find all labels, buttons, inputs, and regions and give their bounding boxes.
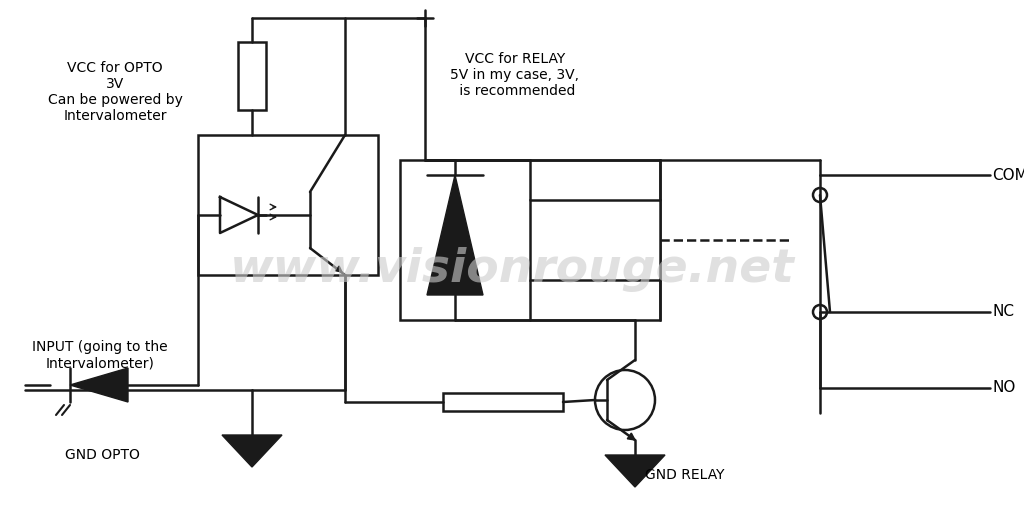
Text: VCC for OPTO
3V
Can be powered by
Intervalometer: VCC for OPTO 3V Can be powered by Interv… bbox=[47, 61, 182, 123]
Polygon shape bbox=[427, 175, 483, 295]
Text: VCC for RELAY
5V in my case, 3V,
 is recommended: VCC for RELAY 5V in my case, 3V, is reco… bbox=[451, 52, 580, 98]
Polygon shape bbox=[222, 435, 282, 467]
Text: www.visionrouge.net: www.visionrouge.net bbox=[229, 248, 795, 293]
Text: GND OPTO: GND OPTO bbox=[65, 448, 140, 462]
Bar bbox=[443, 393, 563, 411]
Circle shape bbox=[595, 370, 655, 430]
Text: INPUT (going to the
Intervalometer): INPUT (going to the Intervalometer) bbox=[32, 340, 168, 370]
Bar bbox=[530, 200, 660, 280]
Text: GND RELAY: GND RELAY bbox=[645, 468, 725, 482]
Text: NC: NC bbox=[992, 305, 1014, 320]
Bar bbox=[198, 135, 378, 275]
Circle shape bbox=[813, 188, 827, 202]
Text: COM: COM bbox=[992, 168, 1024, 183]
Polygon shape bbox=[70, 368, 128, 402]
Bar bbox=[400, 160, 660, 320]
Bar bbox=[238, 42, 266, 110]
Polygon shape bbox=[628, 433, 635, 440]
Circle shape bbox=[813, 305, 827, 319]
Polygon shape bbox=[336, 266, 342, 272]
Text: NO: NO bbox=[992, 380, 1016, 396]
Polygon shape bbox=[605, 455, 665, 487]
